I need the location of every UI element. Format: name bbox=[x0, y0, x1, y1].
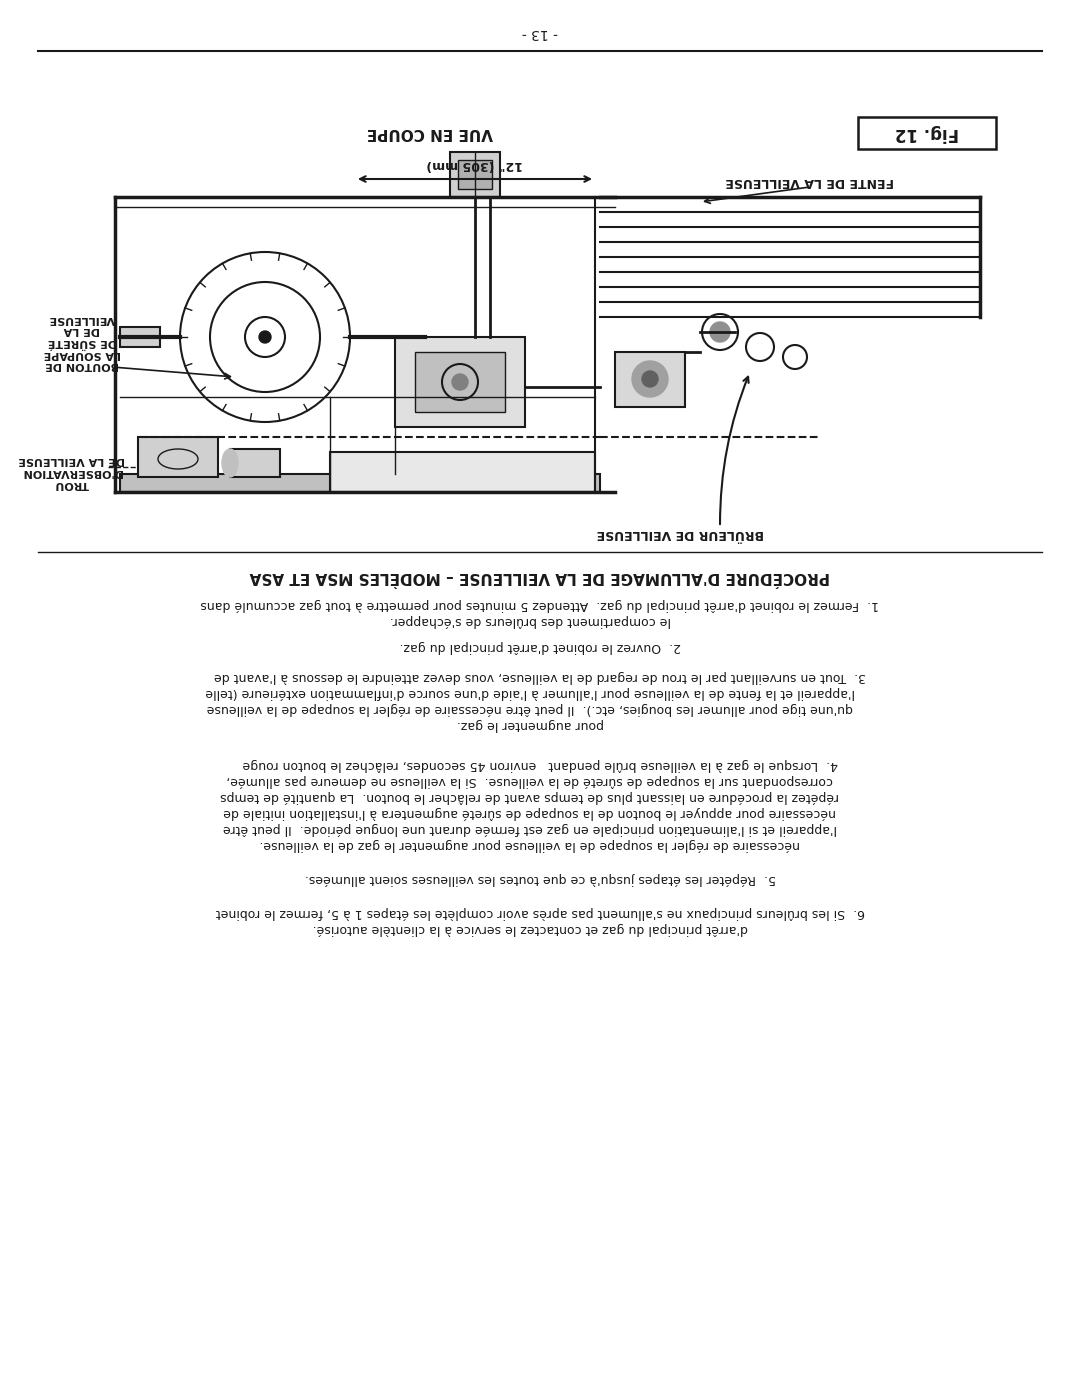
Text: l'appareil et si l'alimentation principale en gaz est fermée durant une longue p: l'appareil et si l'alimentation principa… bbox=[222, 823, 858, 835]
Text: nécessaire pour appuyer le bouton de la soupape de sûreté augmentera à l'install: nécessaire pour appuyer le bouton de la … bbox=[224, 806, 856, 820]
Text: pour augmenter le gaz.: pour augmenter le gaz. bbox=[457, 718, 623, 732]
Text: d'arrêt principal du gaz et contactez le service à la clientèle autorisé.: d'arrêt principal du gaz et contactez le… bbox=[312, 922, 768, 935]
Circle shape bbox=[259, 331, 271, 344]
Text: 5.  Répéter les étapes jusqu'à ce que toutes les veilleuses soient allumées.: 5. Répéter les étapes jusqu'à ce que tou… bbox=[305, 873, 775, 886]
Bar bbox=[138, 437, 218, 476]
Text: 1.  Fermez le robinet d'arrêt principal du gaz.  Attendez 5 minutes pour permett: 1. Fermez le robinet d'arrêt principal d… bbox=[201, 598, 879, 612]
Text: 12" (305 mm): 12" (305 mm) bbox=[427, 158, 524, 172]
Text: 6.  Si les brûleurs principaux ne s'allument pas après avoir complète les étapes: 6. Si les brûleurs principaux ne s'allum… bbox=[215, 905, 865, 918]
Bar bbox=[395, 337, 525, 427]
Text: le compartiment des brûleurs de s'échapper.: le compartiment des brûleurs de s'échapp… bbox=[390, 615, 690, 627]
Bar bbox=[615, 352, 685, 407]
Text: répétez la procédure en laissant plus de temps avant de relâcher le bouton.  La : répétez la procédure en laissant plus de… bbox=[220, 791, 860, 803]
Bar bbox=[230, 448, 280, 476]
Circle shape bbox=[710, 321, 730, 342]
Circle shape bbox=[453, 374, 468, 390]
Text: correspondant sur la soupape de sûreté de la veilleuse.  Si la veilleuse ne deme: correspondant sur la soupape de sûreté d… bbox=[227, 774, 853, 788]
Circle shape bbox=[632, 360, 669, 397]
Text: FENTE DE LA VEILLEUSE: FENTE DE LA VEILLEUSE bbox=[726, 176, 894, 189]
Bar bbox=[330, 453, 595, 492]
Bar bbox=[415, 352, 505, 412]
Text: 4.  Lorsque le gaz à la veilleuse brûle pendant   environ 45 secondes, relâchez : 4. Lorsque le gaz à la veilleuse brûle p… bbox=[242, 759, 838, 771]
Bar bbox=[120, 474, 600, 492]
Text: l'appareil et la fente de la veilleuse pour l'allumer à l'aide d'une source d'in: l'appareil et la fente de la veilleuse p… bbox=[205, 686, 875, 700]
Text: TROU
D'OBSERVATION
DE LA VEILLEUSE: TROU D'OBSERVATION DE LA VEILLEUSE bbox=[18, 455, 125, 489]
Text: PROCÉDURE D'ALLUMAGE DE LA VEILLEUSE – MODÈLES MSA ET ASA: PROCÉDURE D'ALLUMAGE DE LA VEILLEUSE – M… bbox=[249, 570, 831, 584]
Circle shape bbox=[642, 372, 658, 387]
Text: - 13 -: - 13 - bbox=[522, 27, 558, 41]
Bar bbox=[858, 117, 996, 149]
Bar bbox=[458, 161, 492, 189]
Text: nécessaire de régler la soupape de la veilleuse pour augmenter le gaz de la veil: nécessaire de régler la soupape de la ve… bbox=[259, 838, 821, 852]
Ellipse shape bbox=[222, 448, 238, 476]
Text: 2.  Ouvrez le robinet d'arrêt principal du gaz.: 2. Ouvrez le robinet d'arrêt principal d… bbox=[400, 640, 680, 654]
Text: BOUTON DE
LA SOUPAPE
DE SÜRETÉ
DE LA
VEILLEUSE: BOUTON DE LA SOUPAPE DE SÜRETÉ DE LA VEI… bbox=[43, 314, 121, 370]
Bar bbox=[450, 152, 500, 197]
Bar bbox=[120, 327, 160, 346]
Text: VUE EN COUPE: VUE EN COUPE bbox=[367, 124, 494, 140]
Text: qu'une tige pour allumer les bougies, etc.).  Il peut être nécessaire de régler : qu'une tige pour allumer les bougies, et… bbox=[207, 703, 873, 715]
Text: Fig. 12: Fig. 12 bbox=[895, 124, 959, 142]
Text: BRÜLEUR DE VEILLEUSE: BRÜLEUR DE VEILLEUSE bbox=[596, 528, 764, 541]
Text: 3.  Tout en surveillant par le trou de regard de la veilleuse, vous devez attein: 3. Tout en surveillant par le trou de re… bbox=[214, 671, 866, 683]
